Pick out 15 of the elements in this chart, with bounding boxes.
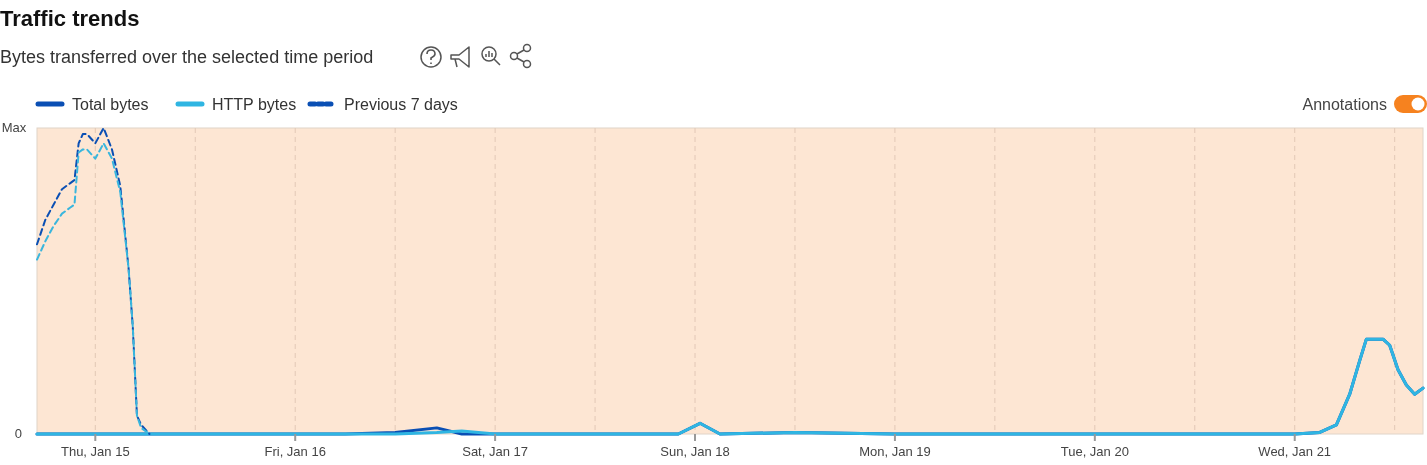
chart-title: Traffic trends [0, 6, 140, 31]
x-tick-label: Sun, Jan 18 [660, 444, 730, 459]
x-tick-label: Fri, Jan 16 [264, 444, 326, 459]
x-tick-label: Mon, Jan 19 [859, 444, 931, 459]
text: Max [1, 120, 27, 135]
text: Annotations [1302, 96, 1387, 113]
x-tick-label: Wed, Jan 21 [1258, 444, 1332, 459]
legend-label: Total bytes [72, 96, 149, 113]
chart-subtitle: Bytes transferred over the selected time period [0, 47, 374, 67]
x-tick-label: Tue, Jan 20 [1060, 444, 1129, 459]
x-tick-label: Thu, Jan 15 [60, 444, 130, 459]
legend-label: Previous 7 days [344, 96, 458, 113]
legend-label: HTTP bytes [212, 96, 297, 113]
text: 0 [14, 426, 22, 441]
x-tick-label: Sat, Jan 17 [462, 444, 528, 459]
